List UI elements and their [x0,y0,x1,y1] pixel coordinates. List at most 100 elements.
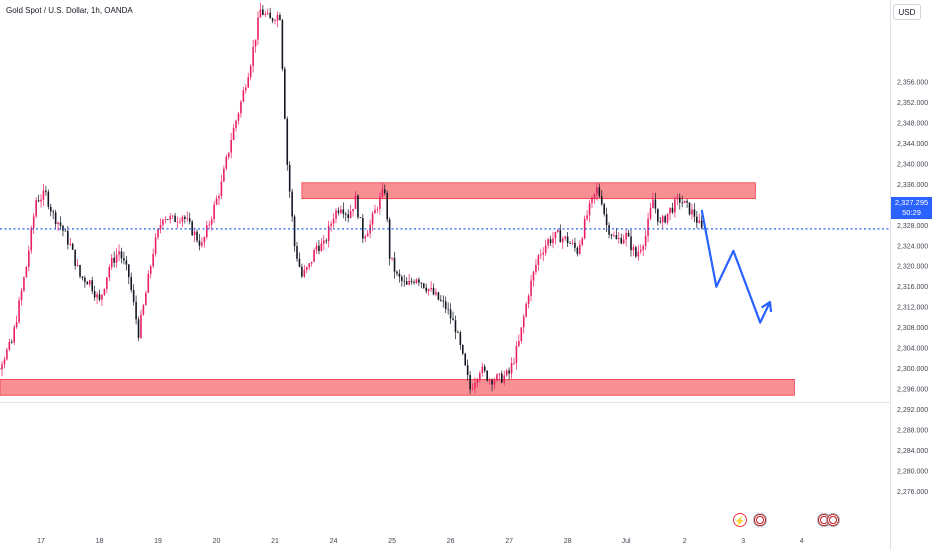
candle-body [574,242,576,248]
candle-body [213,204,215,220]
candle-body [449,309,452,319]
candle-body [310,261,313,264]
candle-body [344,213,347,215]
candle-body [552,238,554,244]
candle-body [427,289,430,292]
candle-body [374,209,376,214]
candle-body [520,327,523,342]
candle-body [435,292,437,295]
candle-body [576,247,579,254]
candle-body [415,279,418,283]
candle-body [232,127,235,140]
candle-body [588,203,591,216]
candle-body [15,322,18,328]
price-tick-label: 2,344.000 [897,141,928,148]
candle-body [642,246,644,250]
candle-body [488,380,491,381]
price-tick-label: 2,352.000 [897,100,928,107]
candle-body [186,218,189,220]
candle-body [230,139,232,153]
candle-body [125,260,128,265]
candle-body [1,364,3,370]
candle-body [386,193,389,220]
candle-body [132,289,135,302]
candle-body [196,231,198,241]
candle-body [610,234,613,236]
candle-body [505,370,508,376]
candle-body [581,238,584,245]
chart-title: Gold Spot / U.S. Dollar, 1h, OANDA [6,6,133,15]
candle-body [481,366,484,373]
candle-body [593,193,596,198]
price-tick-label: 2,320.000 [897,264,928,271]
candle-body [330,223,332,226]
candle-body [335,210,337,219]
candle-body [96,294,98,298]
candle-body [142,305,145,315]
time-tick-label: 18 [96,538,104,545]
candle-body [152,253,154,267]
candle-body [625,232,627,240]
candle-body [342,209,345,214]
candle-body [674,199,676,213]
candles-layer [0,2,703,395]
candle-body [422,283,425,288]
candle-body [557,230,559,232]
candle-body [20,290,23,301]
candle-body [671,207,674,213]
candle-body [437,292,440,300]
price-tick-label: 2,284.000 [897,448,928,455]
candle-body [661,216,664,223]
candle-body [91,280,94,292]
candle-body [137,319,140,338]
candle-body [469,374,471,390]
flash-icon[interactable]: ⚡ [733,513,747,527]
candle-body [303,269,306,277]
candle-body [559,230,562,243]
candle-body [201,242,203,246]
price-axis[interactable] [0,0,891,550]
candle-body [639,249,642,252]
us-flag-icon[interactable] [826,513,840,527]
candle-body [654,199,657,209]
candle-body [605,214,608,226]
candle-body [332,218,335,224]
candle-body [620,237,623,244]
candle-body [618,237,620,240]
candle-body [227,152,230,157]
candle-body [418,279,420,283]
candle-body [25,266,28,278]
candle-body [659,221,662,223]
candle-body [678,197,681,203]
price-tick-label: 2,304.000 [897,346,928,353]
currency-button[interactable]: USD [893,4,921,20]
candle-body [235,120,237,128]
candle-body [8,341,11,350]
time-tick-label: Jul [622,538,631,545]
candle-body [479,372,481,380]
candle-body [630,236,632,251]
candle-body [47,191,50,207]
candle-body [337,210,340,213]
candle-body [554,231,557,239]
candle-body [181,216,184,222]
candle-body [357,195,359,218]
candle-body [622,239,625,244]
candle-body [145,292,147,306]
candle-body [549,239,552,244]
candle-body [188,218,191,222]
candle-body [120,251,123,259]
candle-body [515,345,518,363]
candle-body [483,366,486,371]
time-tick-label: 2 [683,538,687,545]
candle-body [3,359,6,365]
candle-body [240,101,242,114]
projection-path [700,209,771,324]
candle-body [432,288,435,295]
candle-body [110,257,113,267]
candle-body [532,271,535,281]
us-flag-icon[interactable] [753,513,767,527]
candle-body [276,14,279,21]
candle-body [459,332,462,345]
